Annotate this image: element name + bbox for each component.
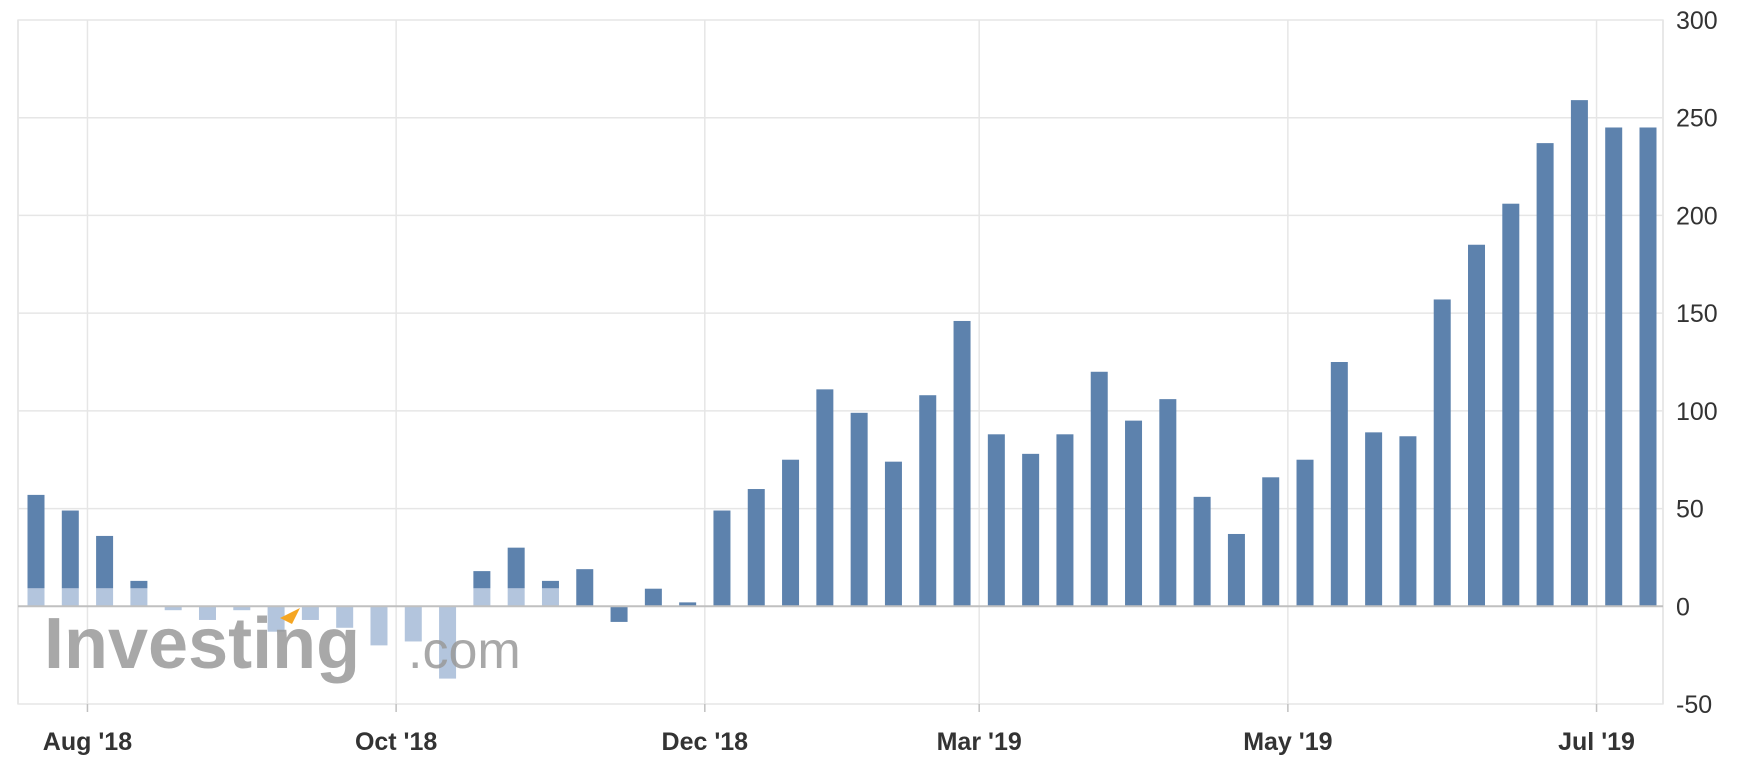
bar bbox=[1227, 533, 1245, 607]
plot-frame bbox=[17, 19, 1664, 705]
faded-bars bbox=[27, 588, 559, 679]
bar bbox=[1125, 420, 1143, 607]
y-axis: 300 250 200 150 100 50 0 -50 bbox=[1676, 7, 1718, 719]
bar-fade bbox=[61, 588, 79, 607]
bar bbox=[1468, 244, 1486, 607]
bar-fade bbox=[507, 588, 525, 607]
y-tick-label: 200 bbox=[1676, 202, 1718, 230]
bar-fade bbox=[130, 588, 148, 607]
investing-watermark: Investing .com bbox=[44, 604, 521, 684]
bar bbox=[1090, 371, 1108, 607]
bar bbox=[1605, 127, 1623, 607]
bar bbox=[96, 535, 114, 589]
bar bbox=[1433, 299, 1451, 607]
bar bbox=[884, 461, 902, 607]
gridlines bbox=[18, 19, 1663, 705]
bar bbox=[987, 434, 1005, 607]
bar bbox=[610, 606, 628, 622]
bar bbox=[541, 580, 559, 589]
bar bbox=[439, 606, 457, 679]
y-tick-label: 0 bbox=[1676, 593, 1690, 621]
bar bbox=[404, 606, 422, 642]
bar bbox=[164, 606, 182, 611]
bar bbox=[1159, 399, 1177, 607]
bar bbox=[782, 459, 800, 607]
x-tick-label: Mar '19 bbox=[937, 728, 1022, 756]
bar bbox=[1365, 432, 1383, 607]
bar bbox=[713, 510, 731, 607]
x-axis: Aug '18 Oct '18 Dec '18 Mar '19 May '19 Jul '… bbox=[43, 704, 1635, 756]
watermark-suffix: .com bbox=[408, 622, 521, 680]
bar bbox=[473, 571, 491, 589]
bar bbox=[1502, 203, 1520, 607]
bar-fade bbox=[96, 588, 114, 607]
bar bbox=[816, 389, 834, 607]
x-tick-label: May '19 bbox=[1243, 728, 1332, 756]
y-tick-label: 150 bbox=[1676, 300, 1718, 328]
bar bbox=[1399, 436, 1417, 607]
bar bbox=[1296, 459, 1314, 607]
y-tick-label: 250 bbox=[1676, 105, 1718, 133]
bar bbox=[27, 494, 45, 589]
x-tick-label: Dec '18 bbox=[662, 728, 749, 756]
x-tick-label: Aug '18 bbox=[43, 728, 132, 756]
bar-fade bbox=[541, 588, 559, 607]
bar bbox=[850, 412, 868, 607]
y-tick-label: -50 bbox=[1676, 691, 1712, 719]
bar bbox=[130, 580, 148, 589]
bar bbox=[1022, 453, 1040, 607]
bar bbox=[1056, 434, 1074, 607]
x-tick-label: Oct '18 bbox=[355, 728, 437, 756]
bar bbox=[1262, 477, 1280, 607]
y-tick-label: 300 bbox=[1676, 7, 1718, 35]
bar bbox=[1193, 496, 1211, 607]
bars bbox=[27, 100, 1657, 622]
bar bbox=[747, 489, 765, 607]
bar bbox=[198, 606, 216, 620]
bar bbox=[576, 569, 594, 607]
x-tick-label: Jul '19 bbox=[1558, 728, 1635, 756]
y-tick-label: 50 bbox=[1676, 496, 1704, 524]
bar bbox=[267, 606, 285, 632]
watermark-main: Investing bbox=[44, 604, 360, 684]
y-tick-label: 100 bbox=[1676, 398, 1718, 426]
bar bbox=[61, 510, 79, 589]
bar bbox=[1639, 127, 1657, 607]
bar bbox=[233, 606, 251, 611]
bar bbox=[336, 606, 354, 628]
bar bbox=[507, 547, 525, 589]
bar bbox=[370, 606, 388, 646]
bar bbox=[301, 606, 319, 620]
bar bbox=[919, 395, 937, 607]
bar bbox=[679, 602, 697, 607]
watermark-accent-icon bbox=[280, 608, 300, 624]
bar bbox=[953, 320, 971, 607]
bar-fade bbox=[473, 588, 491, 607]
bar bbox=[1570, 100, 1588, 607]
bar bbox=[1536, 143, 1554, 607]
bar-fade bbox=[27, 588, 45, 607]
bar bbox=[1330, 362, 1348, 607]
bar bbox=[644, 588, 662, 607]
